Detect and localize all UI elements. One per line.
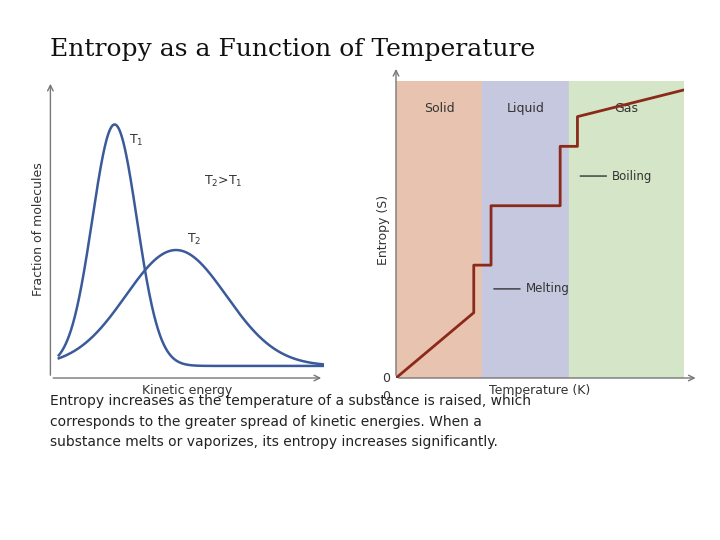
X-axis label: Temperature (K): Temperature (K) (490, 383, 590, 396)
Text: Liquid: Liquid (507, 102, 544, 115)
Text: Melting: Melting (494, 282, 570, 295)
Text: T$_1$: T$_1$ (129, 133, 143, 148)
Text: Gas: Gas (614, 102, 639, 115)
Text: Boiling: Boiling (580, 170, 652, 183)
Text: Solid: Solid (424, 102, 454, 115)
Text: 0: 0 (382, 372, 390, 384)
Text: T$_2$>T$_1$: T$_2$>T$_1$ (204, 174, 243, 189)
Text: T$_2$: T$_2$ (187, 232, 202, 247)
Bar (396, 81, 482, 378)
Bar (569, 81, 684, 378)
Text: Entropy as a Function of Temperature: Entropy as a Function of Temperature (50, 38, 536, 61)
Y-axis label: Fraction of molecules: Fraction of molecules (32, 163, 45, 296)
Y-axis label: Entropy (S): Entropy (S) (377, 194, 390, 265)
X-axis label: Kinetic energy: Kinetic energy (142, 383, 233, 396)
Bar (482, 81, 569, 378)
Text: Entropy increases as the temperature of a substance is raised, which
corresponds: Entropy increases as the temperature of … (50, 394, 531, 449)
Text: 0: 0 (382, 390, 390, 403)
